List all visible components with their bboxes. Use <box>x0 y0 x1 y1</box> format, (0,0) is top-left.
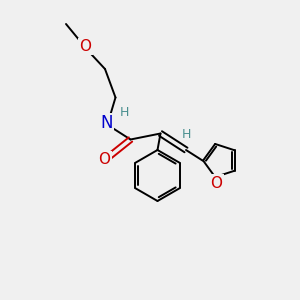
Text: O: O <box>98 152 110 167</box>
Text: H: H <box>120 106 129 119</box>
Text: O: O <box>211 176 223 190</box>
Text: O: O <box>80 39 92 54</box>
Text: H: H <box>182 128 191 141</box>
Text: N: N <box>100 114 113 132</box>
